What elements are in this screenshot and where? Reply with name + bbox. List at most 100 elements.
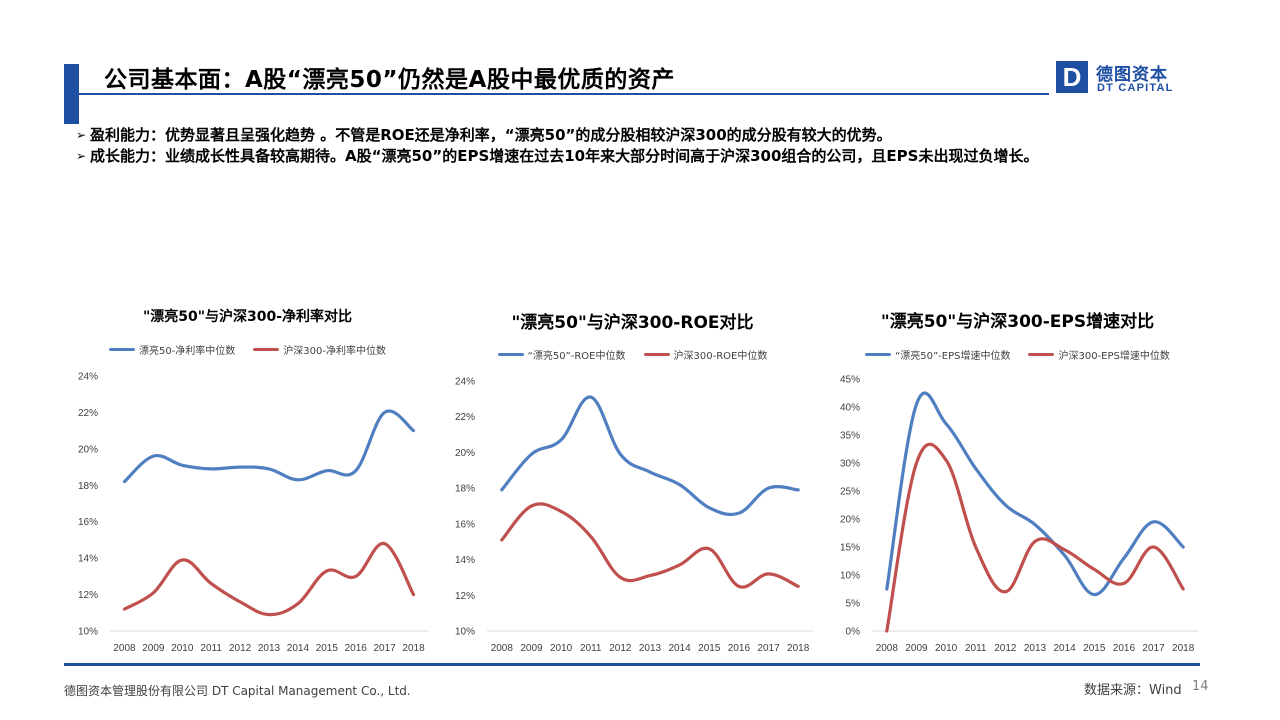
legend-label: 沪深300-EPS增速中位数 bbox=[1058, 351, 1170, 362]
x-tick-label: 2018 bbox=[787, 643, 810, 654]
legend-swatch bbox=[253, 348, 280, 351]
logo-text-cn: 德图资本 bbox=[1096, 65, 1168, 85]
y-tick-label: 18% bbox=[455, 484, 475, 495]
x-tick-label: 2011 bbox=[965, 643, 987, 654]
logo-mark: D bbox=[1056, 61, 1088, 93]
y-tick-label: 18% bbox=[78, 481, 98, 492]
x-tick-label: 2016 bbox=[345, 643, 368, 654]
x-tick-label: 2010 bbox=[550, 643, 573, 654]
series-line-red bbox=[122, 541, 416, 617]
x-tick-label: 2015 bbox=[1083, 643, 1106, 654]
chart-title: "漂亮50"与沪深300-净利率对比 bbox=[142, 309, 353, 325]
y-tick-label: 22% bbox=[78, 408, 98, 419]
x-tick-label: 2011 bbox=[580, 643, 602, 654]
chart-roe: "漂亮50"与沪深300-ROE对比 “漂亮50”-ROE中位数 沪深300-R… bbox=[445, 300, 820, 660]
y-tick-label: 20% bbox=[78, 444, 98, 455]
y-tick-label: 10% bbox=[840, 571, 860, 582]
legend-label: “漂亮50”-ROE中位数 bbox=[527, 351, 626, 362]
series-line-blue bbox=[122, 409, 416, 484]
legend-label: 沪深300-净利率中位数 bbox=[283, 346, 387, 357]
x-tick-label: 2016 bbox=[728, 643, 751, 654]
y-tick-label: 0% bbox=[846, 627, 861, 638]
x-tick-label: 2008 bbox=[491, 643, 514, 654]
x-tick-label: 2017 bbox=[757, 643, 780, 654]
y-tick-label: 25% bbox=[840, 487, 860, 498]
legend-item: “漂亮50”-ROE中位数 bbox=[497, 347, 626, 362]
legend-item: 沪深300-净利率中位数 bbox=[253, 342, 386, 357]
legend-item: 沪深300-EPS增速中位数 bbox=[1028, 347, 1170, 362]
y-tick-label: 16% bbox=[455, 519, 475, 530]
legend-item: 漂亮50-净利率中位数 bbox=[108, 342, 236, 357]
x-tick-label: 2017 bbox=[374, 643, 397, 654]
y-tick-label: 45% bbox=[840, 375, 860, 386]
y-tick-label: 12% bbox=[455, 591, 475, 602]
y-tick-label: 40% bbox=[840, 403, 860, 414]
x-tick-label: 2008 bbox=[876, 643, 899, 654]
x-tick-label: 2014 bbox=[1054, 643, 1077, 654]
series-line-red bbox=[500, 502, 800, 589]
y-tick-label: 22% bbox=[455, 412, 475, 423]
x-tick-label: 2008 bbox=[113, 643, 136, 654]
chart-plot: 0% 5% 10% 15% 20% 25% 30% 35% 40% 45% 2008 2009 2010… bbox=[840, 375, 1198, 654]
legend-label: “漂亮50”-EPS增速中位数 bbox=[895, 351, 1011, 362]
chart-legend: 漂亮50-净利率中位数 沪深300-净利率中位数 bbox=[60, 342, 435, 357]
x-tick-label: 2012 bbox=[994, 643, 1017, 654]
page-title: 公司基本面：A股“漂亮50”仍然是A股中最优质的资产 bbox=[104, 67, 675, 93]
legend-swatch bbox=[108, 348, 135, 351]
chart-title: "漂亮50"与沪深300-EPS增速对比 bbox=[880, 312, 1155, 332]
y-tick-label: 16% bbox=[78, 517, 98, 528]
y-tick-label: 14% bbox=[455, 555, 475, 566]
x-tick-label: 2011 bbox=[200, 643, 222, 654]
series-line-blue bbox=[500, 395, 800, 517]
company-name: 德图资本管理股份有限公司 DT Capital Management Co., … bbox=[64, 684, 411, 698]
bullet-arrow-icon: ➢ bbox=[76, 149, 87, 163]
y-tick-label: 20% bbox=[840, 515, 860, 526]
x-tick-label: 2012 bbox=[229, 643, 252, 654]
y-tick-label: 20% bbox=[455, 448, 475, 459]
page-number: 14 bbox=[1192, 679, 1209, 694]
y-tick-label: 10% bbox=[455, 627, 475, 638]
x-tick-label: 2009 bbox=[142, 643, 165, 654]
x-tick-label: 2015 bbox=[698, 643, 721, 654]
bullet-text: 盈利能力：优势显著且呈强化趋势 。不管是ROE还是净利率，“漂亮50”的成分股相… bbox=[90, 126, 892, 144]
legend-label: 漂亮50-净利率中位数 bbox=[138, 346, 236, 357]
bullet-list: ➢ 盈利能力：优势显著且呈强化趋势 。不管是ROE还是净利率，“漂亮50”的成分… bbox=[76, 125, 1186, 167]
legend-label: 沪深300-ROE中位数 bbox=[673, 351, 768, 362]
y-tick-label: 24% bbox=[455, 377, 475, 388]
x-tick-label: 2018 bbox=[402, 643, 425, 654]
y-tick-label: 14% bbox=[78, 554, 98, 565]
y-tick-label: 10% bbox=[78, 627, 98, 638]
bullet-arrow-icon: ➢ bbox=[76, 128, 87, 142]
x-tick-label: 2013 bbox=[639, 643, 662, 654]
legend-item: 沪深300-ROE中位数 bbox=[643, 347, 768, 362]
x-tick-label: 2010 bbox=[171, 643, 194, 654]
chart-plot: 10% 12% 14% 16% 18% 20% 22% 24% 2008 2009 2010 2011… bbox=[78, 372, 428, 654]
x-tick-label: 2015 bbox=[316, 643, 339, 654]
x-tick-label: 2014 bbox=[669, 643, 692, 654]
x-tick-label: 2009 bbox=[520, 643, 543, 654]
x-tick-label: 2016 bbox=[1113, 643, 1136, 654]
series-line-red bbox=[885, 442, 1185, 633]
bullet-text: 成长能力：业绩成长性具备较高期待。A股“漂亮50”的EPS增速在过去10年来大部… bbox=[90, 147, 1039, 165]
x-tick-label: 2010 bbox=[935, 643, 958, 654]
bullet-growth: ➢ 成长能力：业绩成长性具备较高期待。A股“漂亮50”的EPS增速在过去10年来… bbox=[76, 146, 1186, 167]
chart-title: "漂亮50"与沪深300-ROE对比 bbox=[511, 313, 754, 333]
legend-swatch bbox=[497, 353, 524, 356]
y-tick-label: 30% bbox=[840, 459, 860, 470]
legend-swatch bbox=[1028, 353, 1055, 356]
title-accent-bar bbox=[64, 64, 79, 124]
x-tick-label: 2013 bbox=[1024, 643, 1047, 654]
chart-legend: “漂亮50”-EPS增速中位数 沪深300-EPS增速中位数 bbox=[830, 347, 1205, 362]
x-tick-label: 2017 bbox=[1142, 643, 1165, 654]
bullet-profitability: ➢ 盈利能力：优势显著且呈强化趋势 。不管是ROE还是净利率，“漂亮50”的成分… bbox=[76, 125, 1186, 146]
chart-net-margin: "漂亮50"与沪深300-净利率对比 漂亮50-净利率中位数 沪深300-净利率… bbox=[60, 300, 435, 660]
chart-eps-growth: "漂亮50"与沪深300-EPS增速对比 “漂亮50”-EPS增速中位数 沪深3… bbox=[830, 300, 1205, 660]
y-tick-label: 15% bbox=[840, 543, 860, 554]
y-tick-label: 24% bbox=[78, 372, 98, 383]
y-tick-label: 12% bbox=[78, 590, 98, 601]
logo: D 德图资本 DT CAPITAL bbox=[1056, 61, 1186, 101]
x-tick-label: 2018 bbox=[1172, 643, 1195, 654]
logo-text-en: DT CAPITAL bbox=[1097, 82, 1174, 94]
series-line-blue bbox=[885, 391, 1185, 597]
x-tick-label: 2009 bbox=[905, 643, 928, 654]
